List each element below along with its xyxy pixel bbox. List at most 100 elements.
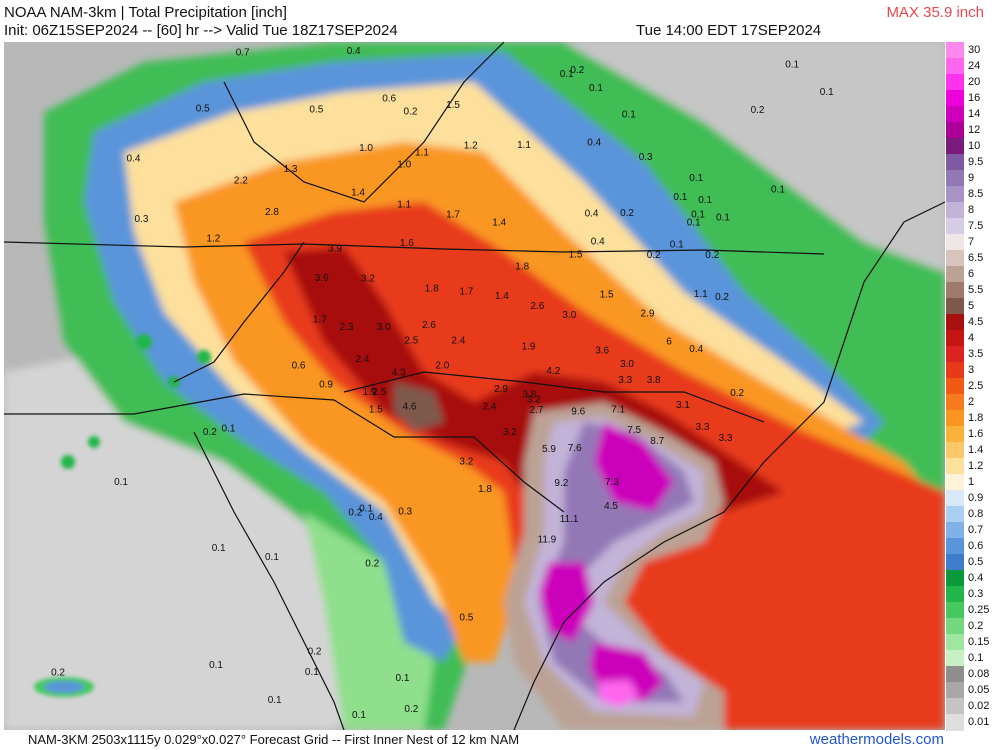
precipitation-map: 0.4 0.7 0.5 0.4 0.6 0.5 2.2 1.3 1.0 1.0 1.1 1.2 1.1 0… <box>4 42 945 730</box>
precip-value-label: 0.1 <box>212 543 226 554</box>
precip-value-label: 0.2 <box>404 704 418 715</box>
precip-value-label: 1.9 <box>363 387 377 398</box>
value-labels: 0.4 0.7 0.5 0.4 0.6 0.5 2.2 1.3 1.0 1.0 1.1 1.2 1.1 0… <box>51 46 834 721</box>
precip-cells-west <box>34 334 211 697</box>
precip-value-label: 0.3 <box>639 152 653 163</box>
precip-value-label: 8.7 <box>650 436 664 447</box>
precip-value-label: 1.2 <box>206 234 220 245</box>
precip-value-label: 2.8 <box>265 207 279 218</box>
legend-swatch <box>946 570 964 587</box>
legend-swatch <box>946 362 964 379</box>
precip-value-label: 1.2 <box>464 141 478 152</box>
valid-local-time: Tue 14:00 EDT 17SEP2024 <box>636 22 822 39</box>
legend-swatch <box>946 74 964 91</box>
precip-value-label: 0.2 <box>620 208 634 219</box>
precip-value-label: 3.8 <box>522 389 536 400</box>
precip-value-label: 0.1 <box>673 192 687 203</box>
precip-value-label: 0.1 <box>687 218 701 229</box>
legend-label: 7 <box>968 236 975 248</box>
precip-value-label: 0.4 <box>585 209 599 220</box>
legend-label: 0.9 <box>968 492 984 504</box>
precip-value-label: 0.1 <box>716 212 730 223</box>
precip-value-label: 1.6 <box>400 238 414 249</box>
precip-value-label: 0.2 <box>647 250 661 261</box>
legend-label: 7.5 <box>968 220 984 232</box>
precip-value-label: 4.2 <box>546 366 560 377</box>
precip-value-label: 2.7 <box>530 405 544 416</box>
legend-swatch <box>946 554 964 571</box>
precip-value-label: 2.5 <box>404 336 418 347</box>
legend-label: 3 <box>968 364 975 376</box>
precip-magenta <box>539 422 674 702</box>
precip-value-label: 4.6 <box>403 401 417 412</box>
precip-value-label: 1.4 <box>351 188 365 199</box>
precip-value-label: 0.6 <box>382 94 396 105</box>
legend-label: 24 <box>968 60 981 72</box>
precip-value-label: 2.6 <box>422 320 436 331</box>
precip-value-label: 3.6 <box>595 346 609 357</box>
legend-swatch <box>946 506 964 523</box>
precip-value-label: 1.1 <box>517 140 531 151</box>
precip-value-label: 0.2 <box>404 107 418 118</box>
precip-value-label: 2.6 <box>530 301 544 312</box>
legend-label: 0.5 <box>968 556 984 568</box>
precip-value-label: 3.3 <box>696 422 710 433</box>
precip-value-label: 2.4 <box>451 336 465 347</box>
precip-value-label: 0.1 <box>698 195 712 206</box>
precip-value-label: 0.1 <box>691 209 705 220</box>
legend-swatch <box>946 426 964 443</box>
legend-label: 1.2 <box>968 460 984 472</box>
precip-value-label: 3.9 <box>328 243 342 254</box>
precip-dark-red-spot <box>394 382 444 432</box>
legend-label: 3.5 <box>968 348 984 360</box>
precip-value-label: 0.1 <box>771 185 785 196</box>
precip-value-label: 3.2 <box>361 274 375 285</box>
precipitation-field <box>4 42 945 730</box>
precip-value-label: 0.3 <box>398 507 412 518</box>
legend-label: 9.5 <box>968 156 984 168</box>
legend-swatch <box>946 538 964 555</box>
precip-value-label: 0.2 <box>365 559 379 570</box>
precip-value-label: 9.6 <box>571 407 585 418</box>
legend-swatch <box>946 378 964 395</box>
legend-swatch <box>946 138 964 155</box>
border-tn-ga-sc <box>4 393 565 513</box>
legend-label: 5.5 <box>968 284 984 296</box>
legend-label: 12 <box>968 124 981 136</box>
precip-value-label: 1.8 <box>478 484 492 495</box>
legend-swatch <box>946 346 964 363</box>
precip-value-label: 0.1 <box>689 173 703 184</box>
precip-value-label: 2.3 <box>340 322 354 333</box>
precip-value-label: 0.1 <box>305 667 319 678</box>
legend-swatch <box>946 266 964 283</box>
precip-pink-peak <box>599 680 639 707</box>
precip-value-label: 2.2 <box>234 175 248 186</box>
legend-swatch <box>946 186 964 203</box>
precip-value-label: 0.4 <box>587 138 601 149</box>
precip-value-label: 0.3 <box>135 214 149 225</box>
precip-value-label: 0.7 <box>236 48 250 59</box>
legend-swatch <box>946 474 964 491</box>
precip-value-label: 0.2 <box>203 427 217 438</box>
precip-value-label: 1.7 <box>313 315 327 326</box>
legend-swatch <box>946 42 964 59</box>
precip-value-label: 3.9 <box>315 273 329 284</box>
precip-value-label: 3.3 <box>618 375 632 386</box>
precip-value-label: 1.1 <box>415 147 429 158</box>
precip-value-label: 7.6 <box>568 443 582 454</box>
precip-value-label: 1.0 <box>397 160 411 171</box>
precip-value-label: 2.0 <box>435 361 449 372</box>
legend-label: 1.8 <box>968 412 984 424</box>
legend-swatch <box>946 90 964 107</box>
legend-label: 0.8 <box>968 508 984 520</box>
legend-swatch <box>946 58 964 75</box>
border-ky-tn-va-nc <box>4 241 825 255</box>
precip-value-label: 11.9 <box>538 535 557 546</box>
site-link[interactable]: weathermodels.com <box>809 731 944 748</box>
precip-value-label: 1.8 <box>515 262 529 273</box>
precip-value-label: 0.4 <box>127 154 141 165</box>
precip-value-label: 1.9 <box>522 342 536 353</box>
legend-label: 0.08 <box>968 668 990 680</box>
border-nc-sc <box>343 371 765 423</box>
precip-light-gray <box>4 342 394 730</box>
